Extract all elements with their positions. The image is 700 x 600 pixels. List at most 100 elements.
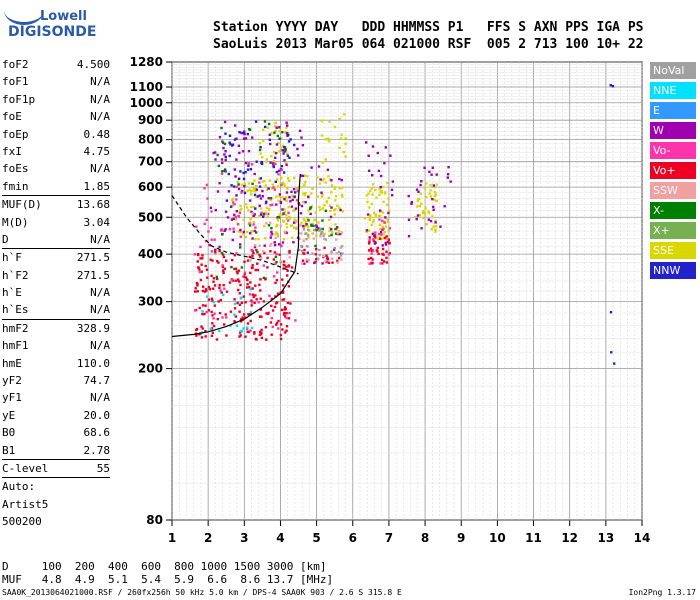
data-point xyxy=(434,193,437,196)
data-point xyxy=(267,197,270,200)
data-point xyxy=(221,140,224,143)
data-point xyxy=(200,270,203,273)
data-point xyxy=(244,276,248,279)
data-point xyxy=(209,226,213,229)
data-point xyxy=(198,268,201,271)
data-point xyxy=(282,171,286,174)
data-point xyxy=(425,195,428,199)
param-key: M(D) xyxy=(2,215,29,229)
data-point xyxy=(250,299,253,302)
data-point xyxy=(277,141,280,145)
data-point xyxy=(248,128,252,131)
data-point xyxy=(407,235,411,238)
param-divider xyxy=(2,458,110,460)
data-point xyxy=(262,264,265,267)
data-point xyxy=(431,166,434,169)
data-point xyxy=(205,218,208,221)
param-value: N/A xyxy=(90,286,110,300)
y-tick-label: 1280 xyxy=(130,55,163,69)
data-point xyxy=(443,205,446,208)
data-point xyxy=(390,188,394,191)
data-point xyxy=(244,171,247,174)
data-point xyxy=(252,221,255,224)
data-point xyxy=(201,254,204,257)
data-point xyxy=(327,140,331,143)
data-point xyxy=(341,195,344,198)
data-point xyxy=(381,244,384,247)
data-point xyxy=(294,191,297,194)
header-line2: SaoLuis 2013 Mar05 064 021000 RSF 005 2 … xyxy=(213,37,644,52)
data-point xyxy=(315,228,318,232)
data-point xyxy=(264,201,268,205)
param-row: foEp 0.48 xyxy=(2,126,110,143)
data-point xyxy=(247,330,251,334)
data-point xyxy=(281,278,284,281)
data-point xyxy=(371,174,374,177)
y-tick-label: 800 xyxy=(138,133,163,147)
x-tick-label: 2 xyxy=(204,531,212,545)
data-point xyxy=(253,229,257,233)
data-point xyxy=(285,191,289,194)
data-point xyxy=(283,185,286,188)
data-point xyxy=(296,189,299,193)
param-value: N/A xyxy=(90,303,110,317)
data-point xyxy=(286,154,290,157)
data-point xyxy=(254,284,257,287)
data-point xyxy=(231,258,234,262)
data-point xyxy=(330,228,333,231)
data-point xyxy=(313,228,316,232)
param-row: foEs N/A xyxy=(2,160,110,177)
data-point xyxy=(290,224,294,227)
data-point xyxy=(258,148,262,152)
data-point xyxy=(262,276,265,280)
data-point xyxy=(314,244,317,248)
data-point xyxy=(306,245,309,248)
data-point xyxy=(258,330,262,334)
data-point xyxy=(336,259,339,263)
data-point xyxy=(227,190,231,193)
data-point xyxy=(281,291,285,294)
data-point xyxy=(231,143,235,146)
data-point xyxy=(244,161,248,165)
data-point xyxy=(238,292,241,295)
data-point xyxy=(263,120,267,123)
data-point xyxy=(321,161,324,164)
data-point xyxy=(307,219,310,222)
data-point xyxy=(240,183,244,186)
data-point xyxy=(333,186,337,189)
data-point xyxy=(301,144,305,147)
data-point xyxy=(250,193,253,196)
data-point xyxy=(280,164,284,168)
param-key: h`F2 xyxy=(2,268,29,282)
data-point xyxy=(253,301,256,304)
data-point xyxy=(277,150,281,153)
data-point xyxy=(249,230,253,233)
data-point xyxy=(293,176,296,180)
data-point xyxy=(340,231,343,234)
data-point xyxy=(380,258,384,262)
param-value: 68.6 xyxy=(83,426,111,440)
data-point xyxy=(219,289,222,292)
data-point xyxy=(385,256,388,259)
data-point xyxy=(284,315,287,318)
param-value: 271.5 xyxy=(76,268,110,282)
data-point xyxy=(300,244,303,248)
data-point xyxy=(250,205,253,209)
data-point xyxy=(367,192,370,195)
data-point xyxy=(228,141,231,144)
param-value: N/A xyxy=(90,162,110,176)
data-point xyxy=(265,200,268,203)
data-point xyxy=(224,228,227,231)
data-point xyxy=(265,212,269,215)
data-point xyxy=(212,277,216,280)
data-point xyxy=(385,250,388,253)
data-point xyxy=(237,144,241,147)
data-point xyxy=(275,231,278,234)
data-point xyxy=(283,198,286,201)
x-tick-label: 5 xyxy=(312,531,320,545)
data-point xyxy=(254,294,257,297)
data-point xyxy=(432,205,435,209)
data-point xyxy=(386,203,389,207)
data-point xyxy=(317,227,320,230)
data-point xyxy=(371,183,375,186)
